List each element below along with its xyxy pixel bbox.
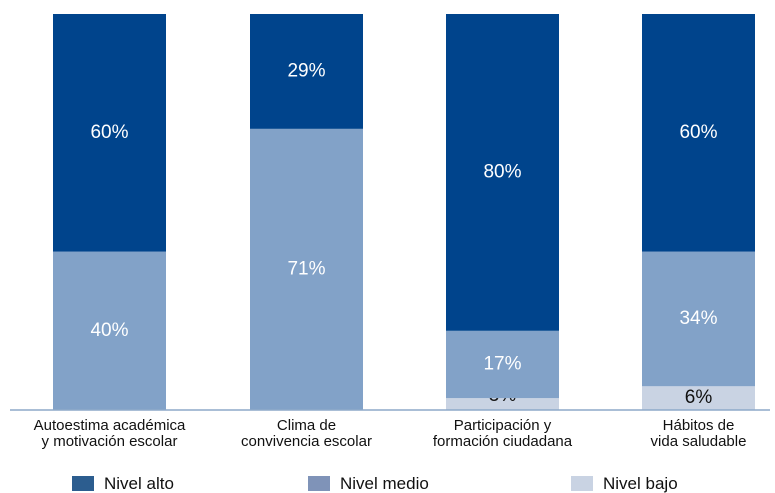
category-label: Hábitos de — [663, 417, 735, 434]
bar-segment — [642, 386, 755, 410]
data-label: 34% — [679, 308, 717, 329]
legend: Nivel alto Nivel medio Nivel bajo — [72, 474, 678, 493]
bar-segment — [446, 330, 559, 399]
data-label: 60% — [90, 122, 128, 143]
legend-swatch — [308, 476, 330, 491]
bar-segment — [53, 251, 166, 410]
category-label: convivencia escolar — [241, 433, 372, 450]
bars-group: 40%60%71%29%3%17%80%6%34%60% — [53, 14, 755, 410]
data-label: 29% — [287, 60, 325, 81]
bar-segment — [53, 14, 166, 252]
bar-segment — [642, 14, 755, 252]
data-label: 17% — [483, 353, 521, 374]
category-label: y motivación escolar — [42, 433, 178, 450]
bar-segment — [446, 398, 559, 410]
legend-item: Nivel alto — [72, 474, 174, 493]
category-label: vida saludable — [651, 433, 747, 450]
bar-segment — [250, 128, 363, 410]
category-label: Autoestima académica — [34, 417, 186, 434]
legend-item: Nivel bajo — [571, 474, 678, 493]
data-label: 80% — [483, 161, 521, 182]
legend-label: Nivel bajo — [603, 474, 678, 493]
legend-label: Nivel medio — [340, 474, 429, 493]
legend-swatch — [72, 476, 94, 491]
category-label: Clima de — [277, 417, 336, 434]
data-label: 71% — [287, 258, 325, 279]
data-label: 60% — [679, 122, 717, 143]
category-label: formación ciudadana — [433, 433, 573, 450]
legend-item: Nivel medio — [308, 474, 429, 493]
bar-segment — [250, 14, 363, 129]
category-label: Participación y — [454, 417, 552, 434]
data-label: 6% — [685, 387, 713, 408]
bar-segment — [642, 251, 755, 387]
data-label: 40% — [90, 320, 128, 341]
legend-label: Nivel alto — [104, 474, 174, 493]
bar-segment — [446, 14, 559, 331]
legend-swatch — [571, 476, 593, 491]
